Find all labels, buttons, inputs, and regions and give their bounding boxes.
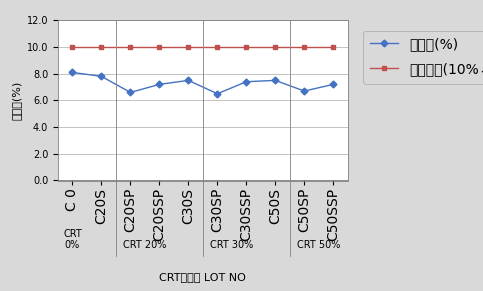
판정기준(10%↓)	[128, 45, 133, 49]
흡수율(%)	[185, 79, 191, 82]
Text: CRT 20%: CRT 20%	[123, 240, 167, 250]
Text: CRT 30%: CRT 30%	[210, 240, 254, 250]
흡수율(%)	[214, 92, 220, 95]
Text: CRT 50%: CRT 50%	[297, 240, 341, 250]
흡수율(%)	[272, 79, 278, 82]
Legend: 흡수율(%), 판정기준(10%↓): 흡수율(%), 판정기준(10%↓)	[363, 31, 483, 84]
흡수율(%)	[99, 74, 104, 78]
Line: 흡수율(%): 흡수율(%)	[70, 70, 336, 96]
판정기준(10%↓)	[301, 45, 307, 49]
판정기준(10%↓)	[70, 45, 75, 49]
흡수율(%)	[70, 71, 75, 74]
흡수율(%)	[156, 83, 162, 86]
흡수율(%)	[301, 89, 307, 93]
판정기준(10%↓)	[185, 45, 191, 49]
Y-axis label: 흡수율(%): 흡수율(%)	[11, 81, 21, 120]
흡수율(%)	[243, 80, 249, 84]
판정기준(10%↓)	[272, 45, 278, 49]
판정기준(10%↓)	[99, 45, 104, 49]
흡수율(%)	[128, 91, 133, 94]
Text: CRT
0%: CRT 0%	[63, 229, 82, 250]
Line: 판정기준(10%↓): 판정기준(10%↓)	[70, 45, 336, 49]
판정기준(10%↓)	[330, 45, 336, 49]
Text: CRT투입별 LOT NO: CRT투입별 LOT NO	[159, 272, 246, 282]
판정기준(10%↓)	[156, 45, 162, 49]
판정기준(10%↓)	[243, 45, 249, 49]
판정기준(10%↓)	[214, 45, 220, 49]
흡수율(%)	[330, 83, 336, 86]
